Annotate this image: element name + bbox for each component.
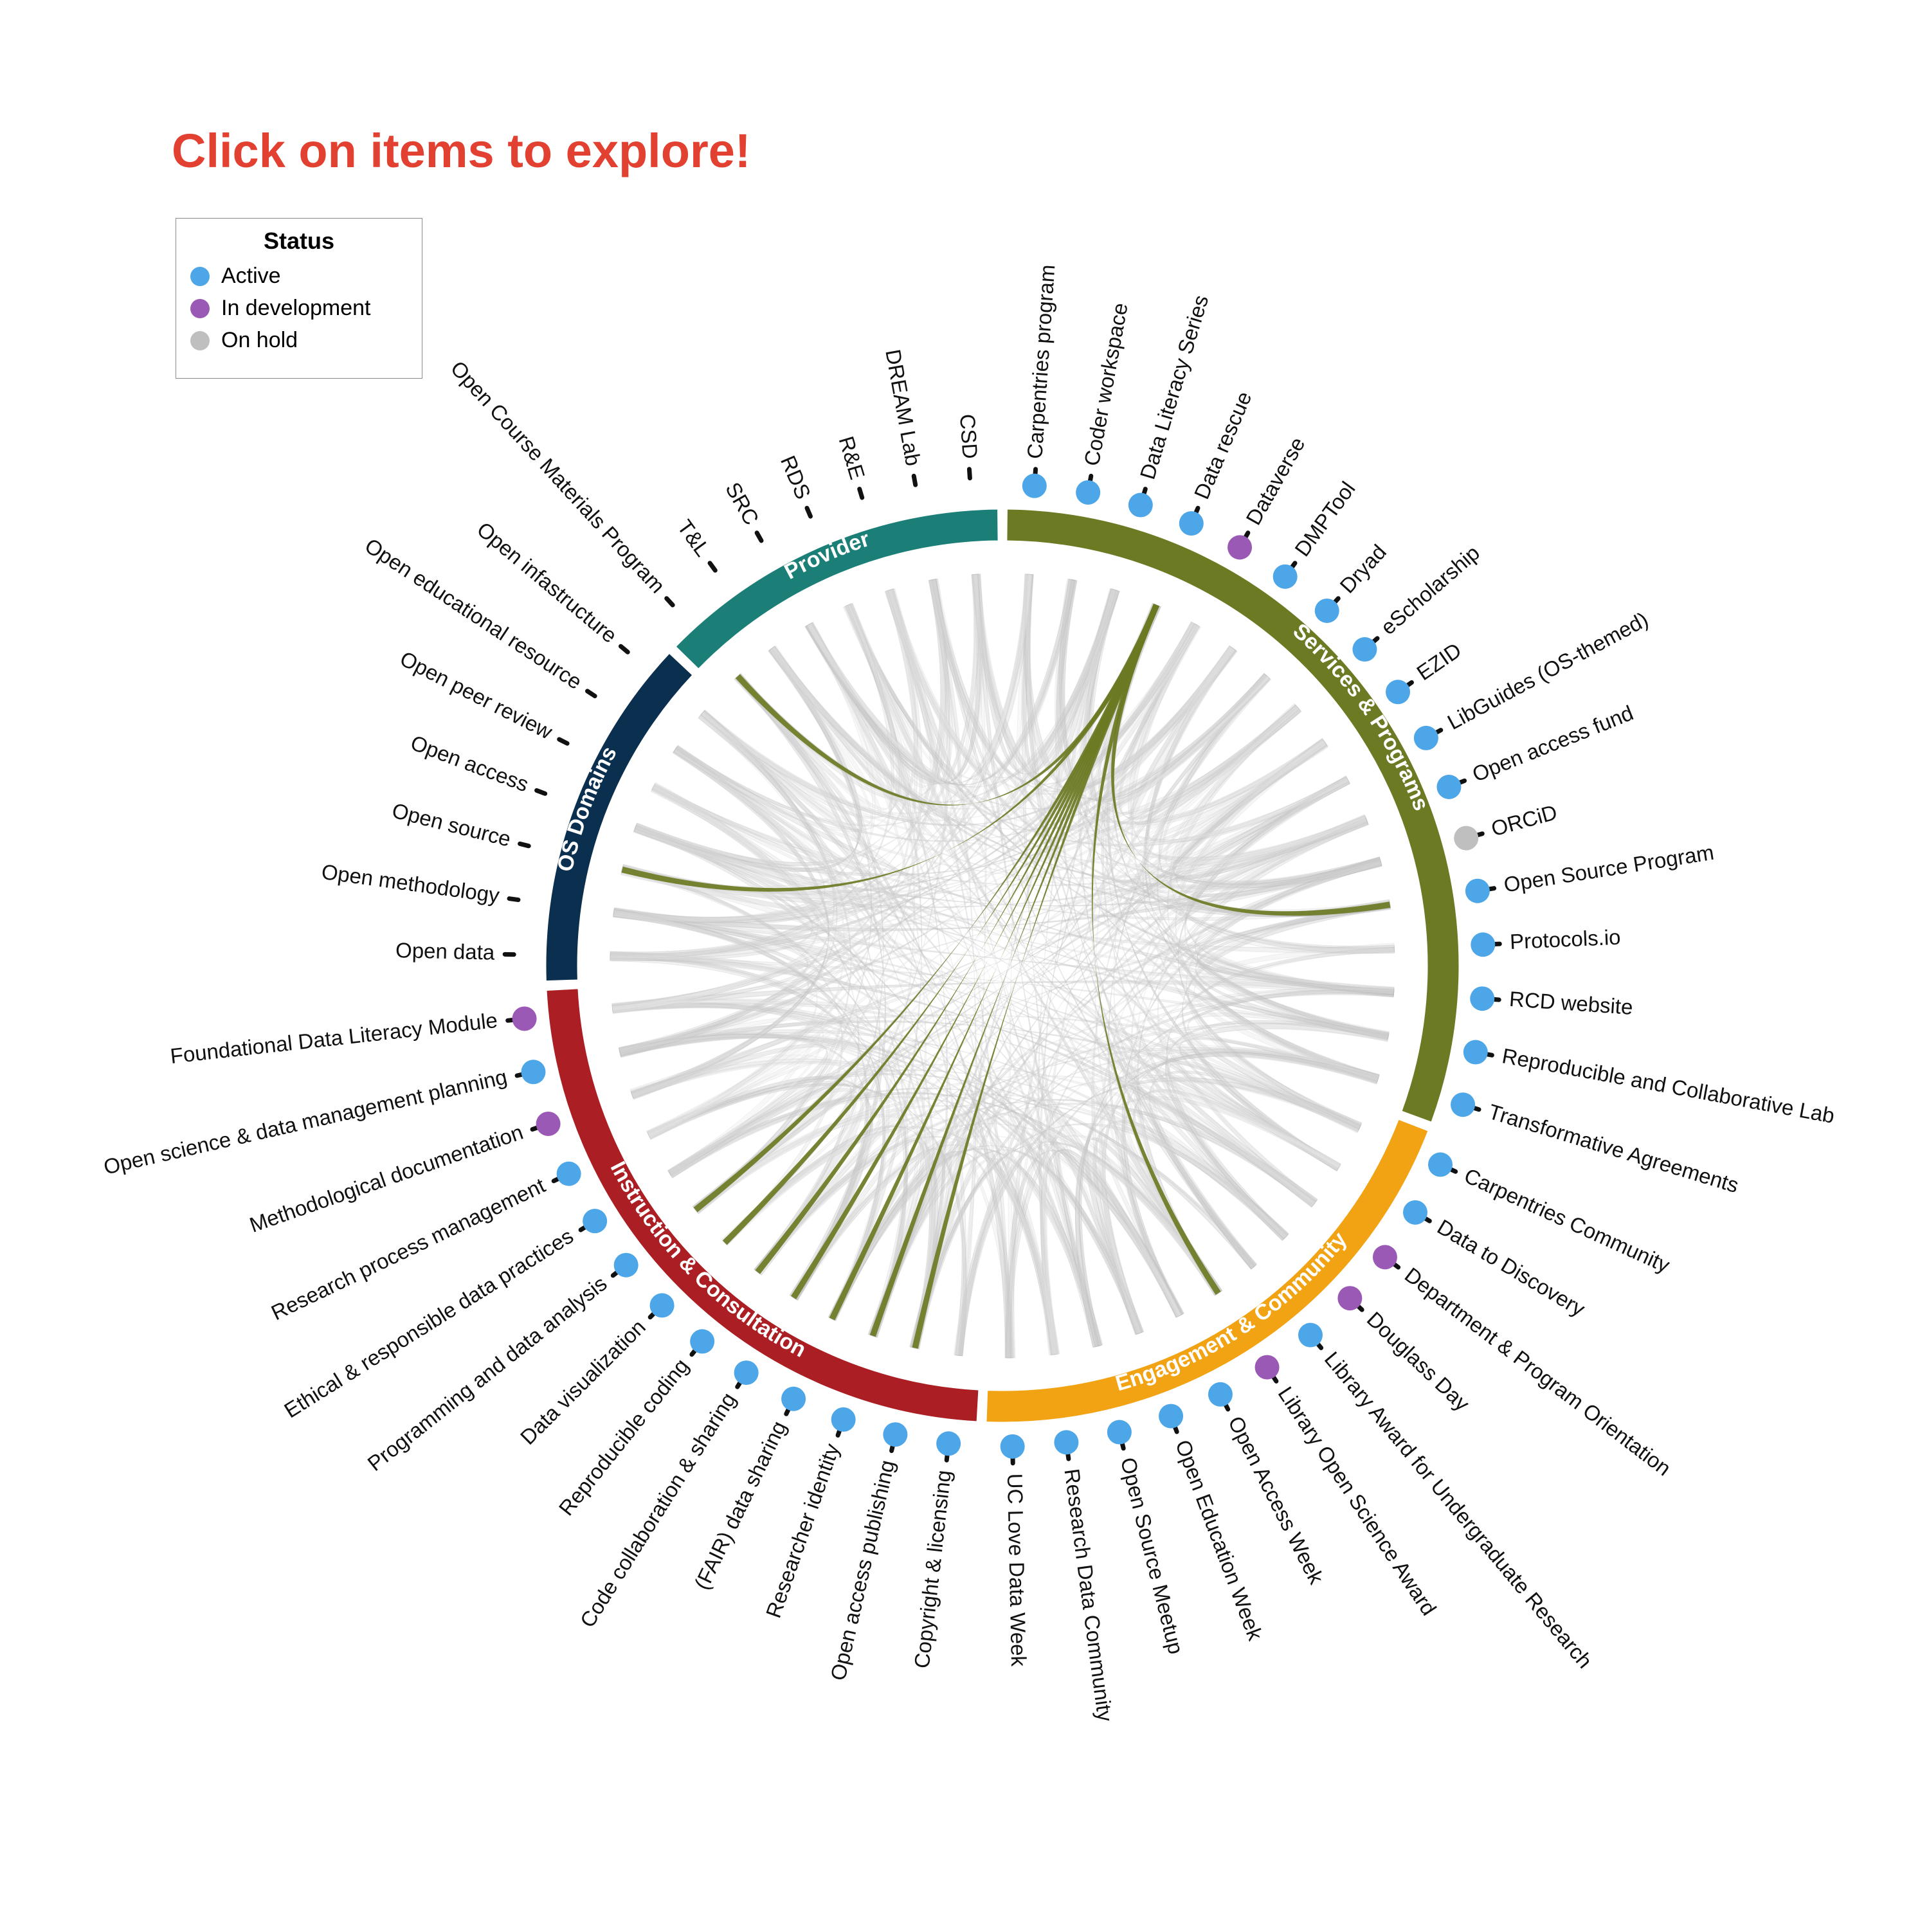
svg-text:UC Love Data Week: UC Love Data Week [1003, 1473, 1031, 1666]
svg-text:Protocols.io: Protocols.io [1509, 925, 1621, 954]
svg-text:CSD: CSD [955, 413, 983, 460]
svg-text:Open data: Open data [395, 938, 496, 964]
